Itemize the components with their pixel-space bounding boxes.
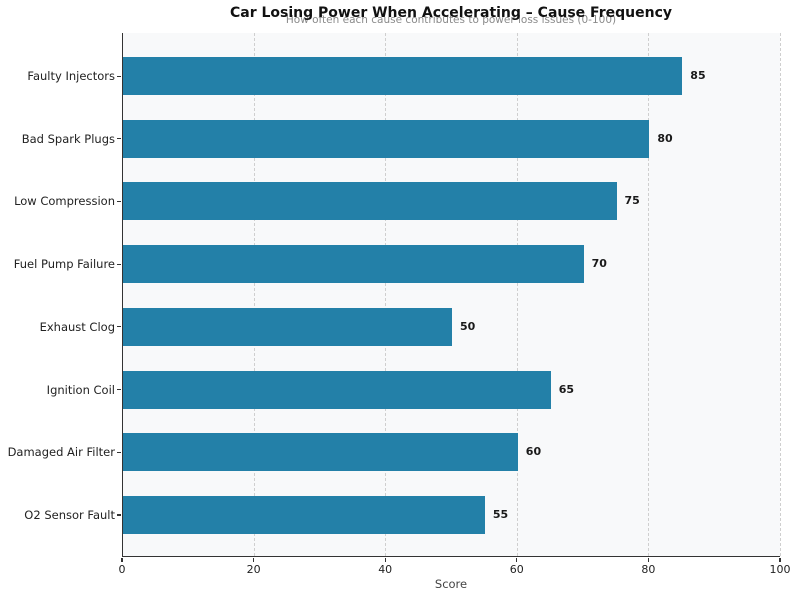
x-axis-title: Score — [434, 577, 468, 591]
x-tick-label-100: 100 — [769, 563, 791, 576]
value-label-low-compression: 75 — [624, 194, 640, 208]
x-tick-label-60: 60 — [509, 563, 524, 576]
bar-exhaust-clog — [123, 307, 452, 346]
gridline-x-60 — [516, 33, 518, 556]
value-label-faulty-injectors: 85 — [690, 69, 706, 82]
value-label-bad-spark-plugs: 80 — [657, 131, 673, 145]
bar-bad-spark-plugs — [123, 119, 650, 158]
bar-low-compression — [123, 182, 617, 221]
y-tick-mark-fuel-pump-failure — [117, 263, 121, 265]
x-tick-mark-60 — [516, 558, 518, 562]
x-tick-label-20: 20 — [246, 563, 261, 576]
x-tick-mark-100 — [779, 558, 781, 562]
x-tick-label-80: 80 — [641, 563, 656, 576]
bar-ignition-coil — [123, 370, 551, 409]
plot-area: 85 80 75 70 50 65 60 55 — [122, 33, 781, 557]
value-label-ignition-coil: 65 — [558, 382, 574, 396]
gridline-x-80 — [648, 33, 650, 556]
y-tick-label-low-compression: Low Compression — [14, 194, 115, 209]
bar-faulty-injectors — [123, 57, 683, 95]
x-tick-mark-80 — [647, 558, 649, 562]
bar-fuel-pump-failure — [123, 245, 584, 284]
value-label-exhaust-clog: 50 — [460, 319, 476, 333]
chart-subtitle: How often each cause contributes to powe… — [285, 14, 617, 26]
bar-o2-sensor-fault — [123, 495, 485, 534]
y-tick-mark-o2-sensor-fault — [117, 514, 121, 516]
gridline-x-20 — [253, 33, 255, 556]
y-tick-label-exhaust-clog: Exhaust Clog — [39, 319, 115, 334]
y-tick-label-ignition-coil: Ignition Coil — [46, 382, 115, 397]
y-tick-mark-faulty-injectors — [117, 75, 121, 77]
y-tick-mark-ignition-coil — [117, 389, 121, 391]
y-tick-label-o2-sensor-fault: O2 Sensor Fault — [24, 507, 115, 522]
y-tick-label-fuel-pump-failure: Fuel Pump Failure — [13, 257, 115, 272]
chart-title: Car Losing Power When Accelerating – Cau… — [230, 5, 672, 21]
gridline-x-40 — [385, 33, 387, 556]
x-tick-mark-40 — [384, 558, 386, 562]
x-tick-label-40: 40 — [378, 563, 393, 576]
y-tick-mark-damaged-air-filter — [117, 451, 121, 453]
y-tick-label-bad-spark-plugs: Bad Spark Plugs — [21, 131, 115, 146]
x-tick-label-0: 0 — [118, 563, 126, 576]
value-label-damaged-air-filter: 60 — [525, 445, 542, 459]
y-tick-label-damaged-air-filter: Damaged Air Filter — [7, 445, 115, 460]
value-label-o2-sensor-fault: 55 — [492, 507, 509, 521]
gridline-x-100 — [780, 33, 781, 556]
y-tick-label-faulty-injectors: Faulty Injectors — [27, 69, 115, 83]
y-tick-mark-exhaust-clog — [117, 326, 121, 328]
y-tick-mark-bad-spark-plugs — [117, 138, 121, 140]
bar-damaged-air-filter — [123, 433, 518, 472]
y-tick-mark-low-compression — [117, 200, 121, 203]
x-tick-mark-0 — [121, 558, 123, 562]
x-tick-mark-20 — [253, 558, 255, 562]
value-label-fuel-pump-failure: 70 — [591, 257, 607, 271]
